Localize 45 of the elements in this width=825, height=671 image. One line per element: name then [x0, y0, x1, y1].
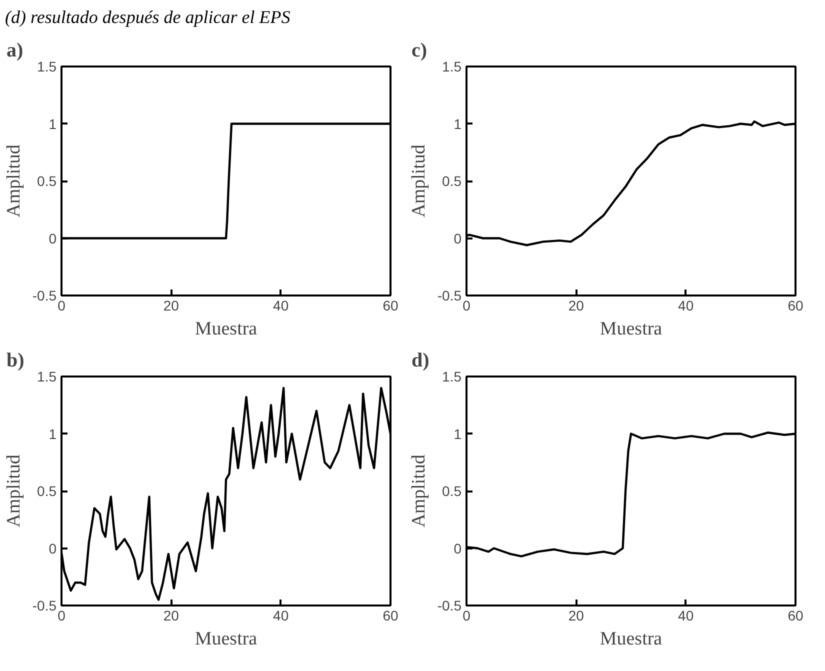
x-axis-title: Muestra	[600, 628, 663, 650]
y-tick-label: 1.5	[442, 58, 462, 74]
y-tick-label: 0	[48, 230, 57, 246]
x-tick-label: 20	[568, 298, 584, 314]
y-tick-label: 1	[48, 116, 57, 132]
x-tick-label: 20	[163, 298, 180, 314]
y-tick-label: 1	[48, 426, 57, 442]
x-tick-label: 40	[273, 608, 289, 624]
y-tick-label: 1	[454, 116, 462, 132]
y-tick-label: 0.5	[37, 173, 57, 189]
x-tick-label: 40	[678, 608, 694, 624]
y-tick-label: 0	[48, 540, 57, 556]
y-tick-label: 1.5	[442, 368, 462, 384]
y-tick-label: 0.5	[442, 483, 462, 499]
x-tick-label: 60	[382, 298, 398, 314]
x-tick-label: 60	[788, 298, 804, 314]
text: (d) resultado después de aplicar el EPS	[5, 6, 290, 29]
y-axis-title: Amplitud	[408, 144, 430, 218]
chart-title: b)	[6, 350, 24, 372]
chart-title: d)	[412, 350, 430, 372]
y-tick-label: 0	[454, 230, 462, 246]
y-tick-label: -0.5	[32, 598, 57, 614]
x-tick-label: 40	[678, 298, 694, 314]
chart-title: c)	[412, 40, 428, 62]
x-axis-title: Muestra	[194, 628, 258, 650]
y-tick-label: -0.5	[437, 288, 462, 304]
x-axis-title: Muestra	[194, 318, 258, 340]
y-axis-title: Amplitud	[408, 454, 430, 528]
y-tick-label: 0.5	[37, 483, 57, 499]
y-axis-title: Amplitud	[3, 144, 24, 218]
x-axis-title: Muestra	[600, 318, 663, 340]
x-tick-label: 60	[788, 608, 804, 624]
y-tick-label: 0.5	[442, 173, 462, 189]
chart-title: a)	[6, 40, 24, 62]
x-tick-label: 20	[163, 608, 180, 624]
y-tick-label: -0.5	[437, 598, 462, 614]
y-tick-label: 0	[454, 540, 462, 556]
y-tick-label: -0.5	[32, 288, 57, 304]
x-tick-label: 60	[382, 608, 398, 624]
y-axis-title: Amplitud	[3, 454, 24, 528]
x-tick-label: 40	[273, 298, 289, 314]
y-tick-label: 1.5	[37, 58, 57, 74]
y-tick-label: 1.5	[37, 368, 57, 384]
x-tick-label: 20	[568, 608, 584, 624]
y-tick-label: 1	[454, 426, 462, 442]
